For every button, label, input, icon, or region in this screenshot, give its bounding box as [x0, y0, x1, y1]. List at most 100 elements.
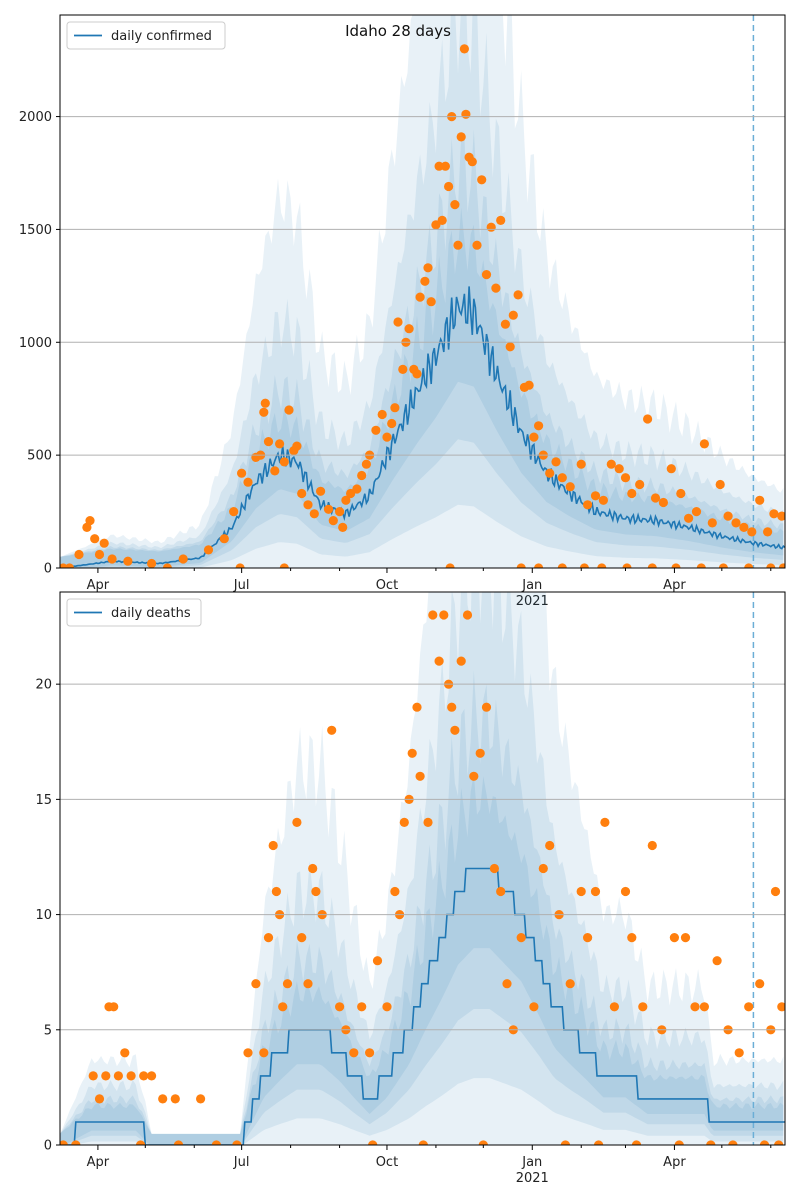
data-point	[399, 817, 409, 828]
axes-frame	[59, 14, 786, 569]
data-point	[271, 886, 281, 897]
data-point	[699, 439, 710, 449]
data-point	[139, 1071, 149, 1081]
data-point-zero	[173, 1140, 184, 1145]
data-point	[777, 1002, 785, 1012]
y-tick-label: 2000	[19, 110, 52, 125]
data-point	[469, 771, 479, 781]
data-point	[459, 44, 469, 54]
data-point	[74, 549, 84, 560]
data-point	[390, 886, 400, 897]
data-point	[309, 509, 319, 519]
data-point	[297, 488, 307, 499]
data-point	[650, 493, 661, 503]
data-point	[444, 181, 454, 192]
data-point	[316, 486, 326, 496]
data-point	[323, 504, 334, 514]
data-point	[109, 1002, 119, 1012]
data-point	[365, 1048, 375, 1058]
data-point	[259, 407, 269, 417]
y-tick-label: 1000	[19, 336, 52, 351]
data-point	[101, 1071, 111, 1081]
data-point	[398, 364, 408, 374]
data-point	[467, 157, 477, 167]
data-point	[107, 554, 117, 564]
y-tick-label: 0	[44, 1139, 52, 1154]
data-point-zero	[232, 1140, 242, 1145]
data-point	[178, 554, 188, 564]
x-tick-label: Apr	[87, 578, 110, 593]
data-point	[327, 725, 337, 735]
data-point	[311, 886, 321, 897]
data-point	[387, 418, 397, 429]
data-point	[502, 979, 512, 989]
data-point	[691, 507, 702, 517]
plot-area	[60, 15, 785, 568]
data-point	[260, 398, 270, 408]
data-point	[489, 863, 499, 874]
data-point	[259, 1048, 269, 1058]
data-point	[676, 488, 686, 499]
data-point	[203, 545, 214, 555]
data-point-zero	[136, 1140, 146, 1145]
data-point	[88, 1071, 98, 1081]
data-point	[338, 522, 348, 533]
legend-box	[66, 21, 226, 50]
data-point	[690, 1002, 700, 1012]
data-point	[341, 495, 351, 505]
data-point	[308, 863, 318, 874]
data-point-zero	[631, 1140, 642, 1145]
data-point	[371, 425, 381, 435]
data-point	[437, 215, 447, 225]
data-point	[739, 522, 749, 533]
data-point	[335, 507, 345, 517]
data-point	[412, 369, 422, 379]
data-point	[382, 1002, 392, 1012]
data-point	[440, 161, 450, 171]
data-point	[251, 979, 261, 989]
data-point	[170, 1094, 180, 1104]
data-point	[284, 405, 294, 415]
data-point	[282, 979, 293, 989]
uncertainty-band	[60, 15, 784, 568]
data-point-zero	[534, 563, 544, 568]
data-point-zero	[211, 1140, 221, 1145]
data-point-zero	[279, 563, 289, 568]
data-point	[658, 497, 669, 508]
data-point	[747, 527, 757, 537]
data-point	[529, 1002, 539, 1012]
data-point	[684, 513, 694, 523]
data-point	[278, 1002, 288, 1012]
x-tick-sublabel: 2021	[516, 594, 549, 609]
data-point	[126, 1071, 136, 1081]
data-point-zero	[674, 1140, 684, 1145]
data-point-zero	[418, 1140, 428, 1145]
data-point	[393, 317, 403, 327]
data-point	[94, 549, 105, 560]
data-point	[263, 933, 274, 943]
data-point	[120, 1048, 130, 1058]
data-point-zero	[445, 563, 455, 568]
data-point-zero	[557, 563, 567, 568]
x-tick-label: Oct	[376, 1155, 398, 1170]
data-point	[434, 161, 444, 171]
data-point	[243, 477, 253, 487]
data-point	[420, 276, 430, 286]
data-point	[755, 979, 765, 989]
data-point	[303, 979, 313, 989]
legend-box	[66, 598, 202, 627]
y-tick-label: 1500	[19, 223, 52, 238]
data-point	[450, 725, 460, 735]
data-point	[583, 933, 593, 943]
data-point	[477, 175, 487, 185]
data-point	[635, 479, 645, 490]
y-tick-label: 10	[35, 908, 52, 923]
data-point	[647, 840, 657, 851]
data-point	[576, 886, 586, 897]
data-point	[303, 500, 313, 510]
data-point	[590, 886, 601, 897]
data-point-zero	[594, 1140, 604, 1145]
data-point	[428, 610, 438, 620]
